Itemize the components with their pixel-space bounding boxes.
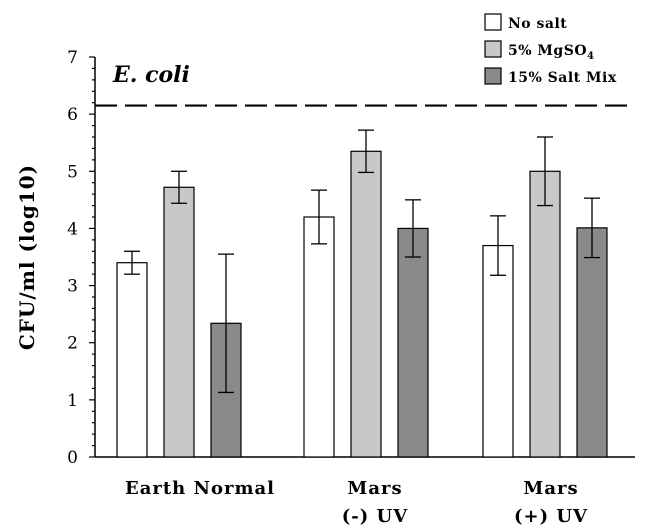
x-category-label: (+) UV: [514, 506, 588, 527]
x-category-label: (-) UV: [342, 506, 408, 527]
legend-label: 15% Salt Mix: [508, 70, 617, 86]
bar: [163, 186, 195, 458]
legend-label: 5% MgSO4: [508, 43, 594, 62]
y-tick-label: 3: [67, 277, 78, 297]
y-tick-label: 5: [67, 162, 78, 182]
legend-swatch: [484, 40, 502, 58]
y-tick-label: 2: [67, 334, 78, 354]
legend-swatch: [484, 67, 502, 85]
bar: [576, 227, 608, 458]
x-category-label: Earth Normal: [125, 478, 275, 499]
labels-group: CFU/ml (log10) E. coli Earth Normal Mars (-)…: [15, 62, 588, 527]
bar: [116, 262, 148, 458]
y-tick-label: 4: [67, 219, 78, 239]
y-tick-label: 6: [67, 105, 78, 125]
y-tick-label: 7: [67, 48, 78, 68]
bar: [350, 150, 382, 458]
y-tick-label: 0: [67, 448, 78, 468]
y-axis-label: CFU/ml (log10): [15, 164, 39, 350]
y-tick-label: 1: [67, 391, 78, 411]
error-bars-group: [124, 129, 600, 394]
bars-group: [116, 150, 608, 458]
bar: [482, 244, 514, 458]
legend-label: No salt: [508, 16, 567, 32]
legend-swatch: [484, 13, 502, 31]
bar: [303, 216, 335, 458]
bar: [529, 170, 561, 458]
legend: No salt 5% MgSO4 15% Salt Mix: [484, 13, 617, 86]
organism-annotation: E. coli: [112, 62, 190, 88]
bar: [397, 227, 429, 458]
x-category-label: Mars: [347, 478, 402, 499]
x-category-label: Mars: [523, 478, 578, 499]
